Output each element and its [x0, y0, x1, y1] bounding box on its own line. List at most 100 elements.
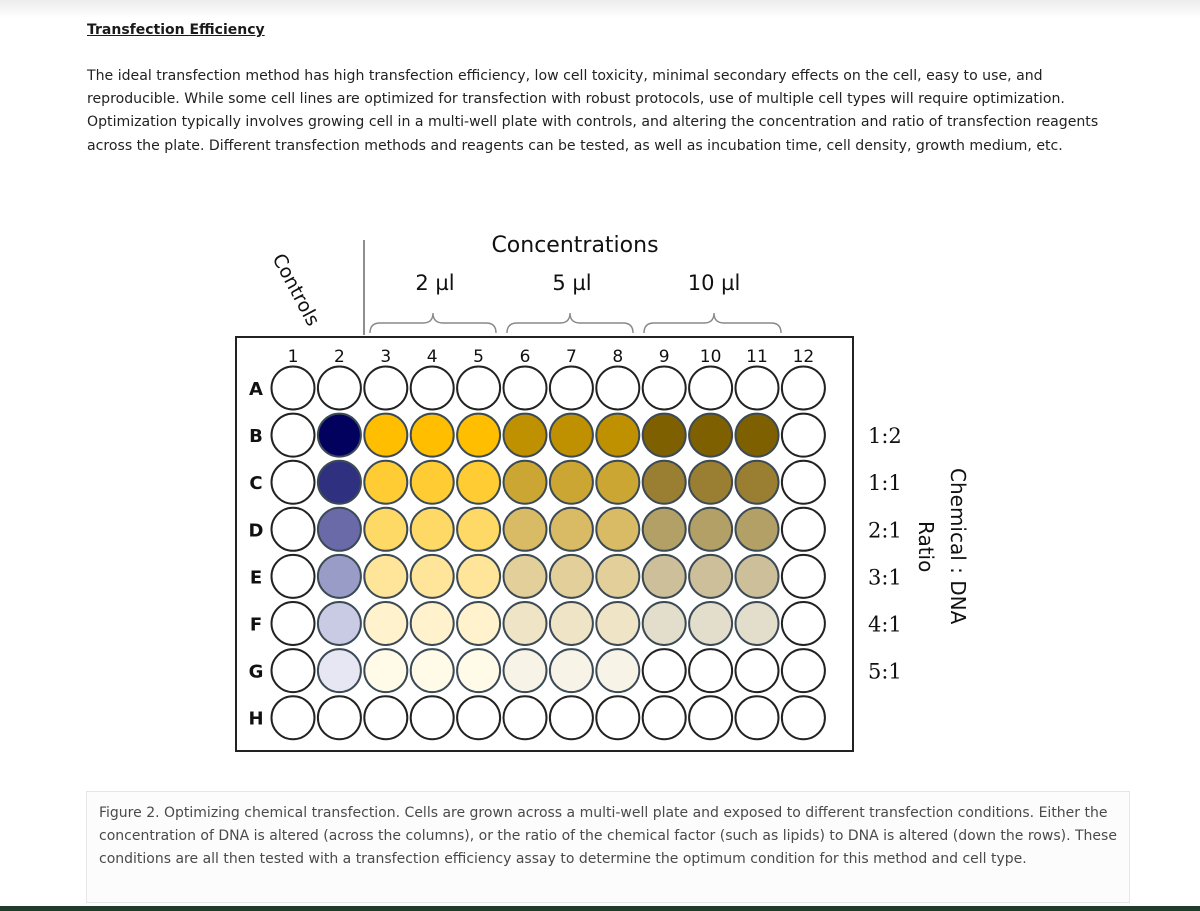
- well-E3: [363, 553, 409, 599]
- well-A8: [595, 365, 641, 411]
- well-C3: [363, 459, 409, 505]
- well-B8: [595, 412, 641, 458]
- concentration-label-10ul: 10 µl: [688, 271, 741, 295]
- ratio-label: 2:1: [868, 518, 902, 542]
- ratio-axis-subtitle: Ratio: [914, 521, 938, 572]
- well-E7: [548, 553, 594, 599]
- column-label: 12: [793, 347, 815, 367]
- well-G2: [316, 648, 362, 694]
- well-A4: [409, 365, 455, 411]
- ratio-axis-title: Chemical : DNA: [946, 468, 970, 625]
- well-C6: [502, 459, 548, 505]
- well-A6: [502, 365, 548, 411]
- well-B5: [456, 412, 502, 458]
- well-H7: [548, 695, 594, 741]
- column-label: 4: [427, 347, 438, 367]
- column-label: 9: [659, 347, 670, 367]
- well-C7: [548, 459, 594, 505]
- ratio-label: 4:1: [868, 613, 902, 637]
- well-E10: [688, 553, 734, 599]
- well-D8: [595, 506, 641, 552]
- well-D9: [641, 506, 687, 552]
- row-label: A: [249, 379, 263, 400]
- well-F10: [688, 601, 734, 646]
- well-E9: [641, 553, 687, 599]
- well-A12: [780, 365, 826, 411]
- well-C1: [270, 459, 316, 505]
- well-B3: [363, 412, 409, 458]
- well-H5: [456, 695, 502, 741]
- intro-paragraph: The ideal transfection method has high t…: [87, 68, 1099, 154]
- well-B12: [780, 412, 826, 458]
- well-D4: [409, 506, 455, 552]
- well-D10: [688, 506, 734, 552]
- well-G8: [595, 648, 641, 694]
- well-D7: [548, 506, 594, 552]
- footer-bar: [0, 906, 1200, 911]
- ratio-labels: 1:2 1:1 2:1 3:1 4:1 5:1: [868, 424, 902, 683]
- well-A10: [688, 365, 734, 411]
- well-B2: [316, 412, 362, 458]
- well-D6: [502, 506, 548, 552]
- ratio-label: 5:1: [868, 660, 902, 684]
- row-label: C: [249, 473, 262, 494]
- well-B7: [548, 412, 594, 458]
- well-E8: [595, 553, 641, 599]
- row-label: G: [249, 662, 264, 683]
- ratio-label: 1:2: [868, 424, 902, 448]
- well-F6: [502, 601, 548, 646]
- well-G6: [502, 648, 548, 694]
- well-F2: [316, 601, 362, 646]
- well-E6: [502, 553, 548, 599]
- well-G1: [270, 648, 316, 694]
- well-A9: [641, 365, 687, 411]
- row-label: D: [249, 520, 264, 541]
- well-H4: [409, 695, 455, 741]
- concentrations-title: Concentrations: [491, 233, 658, 258]
- well-C5: [456, 459, 502, 505]
- well-B10: [688, 412, 734, 458]
- well-H12: [780, 695, 826, 741]
- well-A1: [270, 365, 316, 411]
- row-label: E: [250, 567, 262, 588]
- well-B11: [734, 412, 780, 458]
- column-label: 11: [746, 347, 768, 367]
- well-C10: [688, 459, 734, 505]
- well-D2: [316, 506, 362, 552]
- well-H6: [502, 695, 548, 741]
- figure-caption-box: Figure 2. Optimizing chemical transfecti…: [86, 791, 1130, 903]
- column-label: 3: [380, 347, 391, 367]
- controls-label: Controls: [268, 250, 324, 330]
- well-C8: [595, 459, 641, 505]
- section-heading[interactable]: Transfection Efficiency: [87, 22, 265, 38]
- well-D1: [270, 506, 316, 552]
- bracket-10ul: [643, 312, 782, 334]
- well-A7: [548, 365, 594, 411]
- well-F7: [548, 601, 594, 646]
- top-shadow: [0, 0, 1200, 18]
- well-F12: [780, 601, 826, 646]
- well-F3: [363, 601, 409, 646]
- well-E5: [456, 553, 502, 599]
- well-plate-figure: Concentrations Controls 2 µl 5 µl 10 µl …: [230, 225, 990, 760]
- well-G11: [734, 648, 780, 694]
- figure-caption: Figure 2. Optimizing chemical transfecti…: [99, 805, 1117, 868]
- well-D12: [780, 506, 826, 552]
- row-label: F: [250, 615, 262, 636]
- well-B9: [641, 412, 687, 458]
- well-H9: [641, 695, 687, 741]
- wells: [270, 365, 826, 741]
- well-E2: [316, 553, 362, 599]
- well-E4: [409, 553, 455, 599]
- well-A11: [734, 365, 780, 411]
- well-G4: [409, 648, 455, 694]
- column-label: 6: [520, 347, 531, 367]
- well-C12: [780, 459, 826, 505]
- well-D11: [734, 506, 780, 552]
- well-F5: [456, 601, 502, 646]
- well-B6: [502, 412, 548, 458]
- column-label: 5: [473, 347, 484, 367]
- well-G5: [456, 648, 502, 694]
- bracket-2ul: [369, 312, 497, 334]
- concentration-label-2ul: 2 µl: [415, 271, 454, 295]
